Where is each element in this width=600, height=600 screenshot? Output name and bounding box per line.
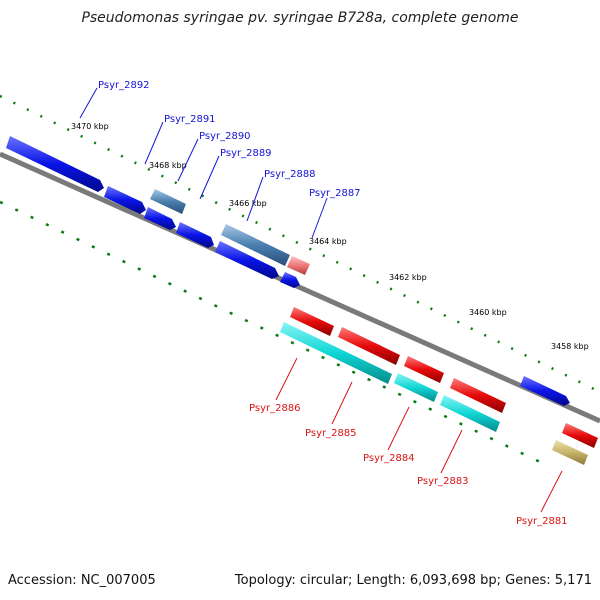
tick-label-3470: 3470 kbp <box>71 122 109 131</box>
leader-psyr-2888 <box>246 176 264 222</box>
label-psyr-2885[interactable]: Psyr_2885 <box>305 428 357 439</box>
leader-psyr-2892 <box>79 87 98 119</box>
label-psyr-2892[interactable]: Psyr_2892 <box>98 80 150 91</box>
map-title: Pseudomonas syringae pv. syringae B728a,… <box>81 10 519 26</box>
label-psyr-2889[interactable]: Psyr_2889 <box>220 148 272 159</box>
leader-psyr-2891 <box>144 121 164 165</box>
gene-psyr-2891[interactable] <box>104 186 146 214</box>
gene-psyr-2883-red[interactable] <box>450 378 506 413</box>
tick-dots-lower <box>0 200 541 464</box>
labels-bottom: Psyr_2886 Psyr_2885 Psyr_2884 Psyr_2883 … <box>249 403 568 527</box>
label-psyr-2881[interactable]: Psyr_2881 <box>516 516 568 527</box>
tick-dots-upper <box>0 94 600 394</box>
gene-psyr-2889[interactable] <box>176 222 214 248</box>
tick-label-3466: 3466 kbp <box>229 199 267 208</box>
gene-psyr-2888[interactable] <box>221 224 290 266</box>
leader-psyr-2884 <box>387 406 410 451</box>
gene-psyr-2885-red[interactable] <box>338 327 400 365</box>
labels-top: Psyr_2892 Psyr_2891 Psyr_2890 Psyr_2889 … <box>98 80 361 199</box>
gene-psyr-2881-olive[interactable] <box>552 440 588 465</box>
gene-psyr-2884-cyan[interactable] <box>394 373 438 402</box>
gene-psyr-2881-red[interactable] <box>562 423 598 448</box>
label-psyr-2891[interactable]: Psyr_2891 <box>164 114 216 125</box>
label-psyr-2887[interactable]: Psyr_2887 <box>309 188 361 199</box>
leader-psyr-2887 <box>311 197 328 239</box>
gene-psyr-2887-part[interactable] <box>280 272 300 288</box>
leader-psyr-2890 <box>177 138 199 182</box>
label-psyr-2884[interactable]: Psyr_2884 <box>363 453 415 464</box>
accession-text: Accession: NC_007005 <box>8 573 156 588</box>
leader-psyr-2886 <box>275 357 298 401</box>
gene-psyr-2888-part[interactable] <box>215 241 279 279</box>
genome-stats-text: Topology: circular; Length: 6,093,698 bp… <box>234 573 592 588</box>
gene-psyr-2886-cyan[interactable] <box>280 322 392 384</box>
reverse-genes <box>280 307 598 465</box>
gene-forward-right[interactable] <box>520 376 570 406</box>
tick-track-lower <box>0 200 541 464</box>
forward-genes <box>6 136 570 406</box>
label-psyr-2883[interactable]: Psyr_2883 <box>417 476 469 487</box>
leaders-bottom <box>275 357 563 513</box>
leader-psyr-2889 <box>199 155 220 200</box>
gene-psyr-2886-red[interactable] <box>290 307 334 336</box>
label-psyr-2890[interactable]: Psyr_2890 <box>199 131 251 142</box>
leader-psyr-2885 <box>331 381 353 425</box>
gene-psyr-2890-part[interactable] <box>144 207 176 230</box>
tick-track-upper <box>0 94 600 394</box>
gene-psyr-2892[interactable] <box>6 136 104 192</box>
leaders-top <box>79 87 328 239</box>
genome-backbone <box>0 151 600 424</box>
gene-psyr-2884-red[interactable] <box>404 356 444 383</box>
tick-label-3468: 3468 kbp <box>149 161 187 170</box>
leader-psyr-2883 <box>440 429 463 474</box>
gene-psyr-2890[interactable] <box>150 189 186 214</box>
gene-psyr-2887[interactable] <box>287 256 310 275</box>
leader-psyr-2881 <box>540 470 563 513</box>
tick-label-3464: 3464 kbp <box>309 237 347 246</box>
label-psyr-2888[interactable]: Psyr_2888 <box>264 169 316 180</box>
tick-label-3460: 3460 kbp <box>469 308 507 317</box>
scale-labels: 3470 kbp 3468 kbp 3466 kbp 3464 kbp 3462… <box>71 122 589 351</box>
tick-label-3458: 3458 kbp <box>551 342 589 351</box>
label-psyr-2886[interactable]: Psyr_2886 <box>249 403 301 414</box>
tick-label-3462: 3462 kbp <box>389 273 427 282</box>
gene-psyr-2883-cyan[interactable] <box>440 395 500 432</box>
